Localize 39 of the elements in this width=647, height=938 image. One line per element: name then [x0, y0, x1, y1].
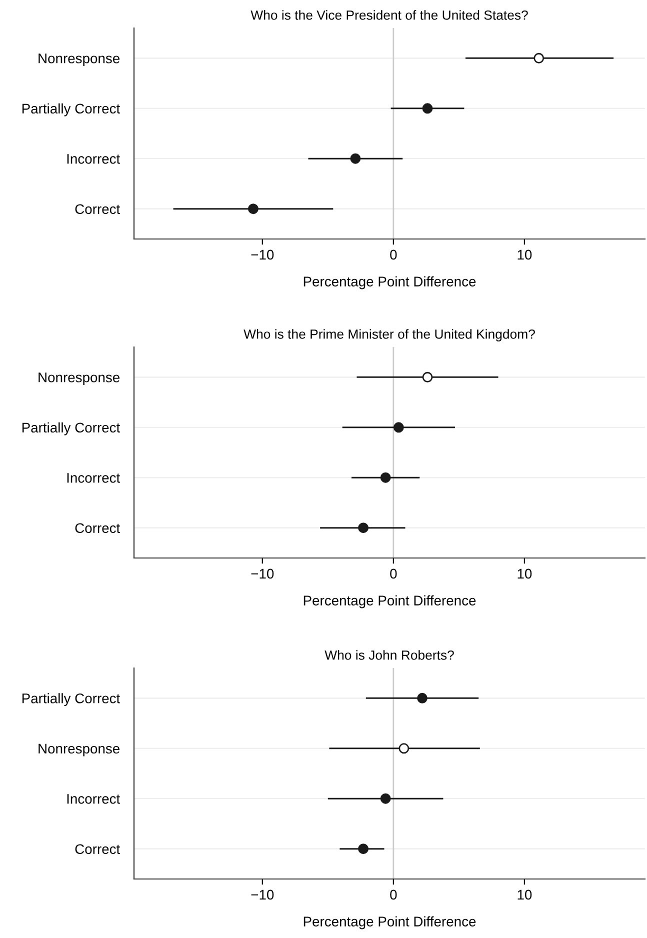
chart-title: Who is the Prime Minister of the United Kingdom? — [244, 329, 535, 342]
x-tick-label: 10 — [518, 568, 532, 579]
point — [398, 743, 410, 754]
x-axis-title: Percentage Point Difference — [304, 916, 476, 930]
point — [393, 422, 404, 433]
chart-title: Who is John Roberts? — [324, 650, 454, 660]
y-tick-label: Partially Correct — [22, 693, 120, 706]
point — [358, 844, 369, 854]
y-tick-label: Partially Correct — [22, 103, 120, 116]
y-tick-label: Correct — [75, 204, 120, 214]
point — [248, 204, 258, 214]
y-tick-label: Incorrect — [67, 473, 120, 483]
x-tick-label: 0 — [390, 250, 397, 260]
y-tick-label: Nonresponse — [38, 372, 120, 386]
point — [422, 372, 433, 382]
point — [422, 103, 433, 114]
x-tick-label: −10 — [251, 250, 274, 260]
y-tick-label: Partially Correct — [22, 422, 120, 436]
y-tick-label: Incorrect — [67, 794, 120, 804]
y-tick-label: Correct — [75, 844, 120, 854]
y-tick-label: Nonresponse — [38, 744, 120, 756]
point — [380, 472, 391, 483]
y-tick-label: Correct — [75, 523, 120, 534]
point — [358, 522, 369, 534]
point — [380, 793, 391, 804]
x-axis-title: Percentage Point Difference — [304, 595, 476, 608]
x-tick-label: 0 — [390, 568, 397, 579]
x-tick-label: −10 — [251, 568, 274, 579]
point — [534, 52, 544, 64]
x-tick-label: 10 — [518, 890, 532, 900]
x-tick-label: 0 — [390, 890, 397, 900]
y-tick-label: Incorrect — [67, 154, 120, 164]
x-tick-label: −10 — [251, 890, 274, 900]
y-tick-label: Nonresponse — [38, 54, 120, 66]
point — [417, 692, 428, 704]
chart-title: Who is the Vice President of the United States? — [250, 10, 528, 20]
x-tick-label: 10 — [518, 250, 532, 260]
x-axis-title: Percentage Point Difference — [304, 276, 476, 290]
point — [350, 153, 361, 164]
